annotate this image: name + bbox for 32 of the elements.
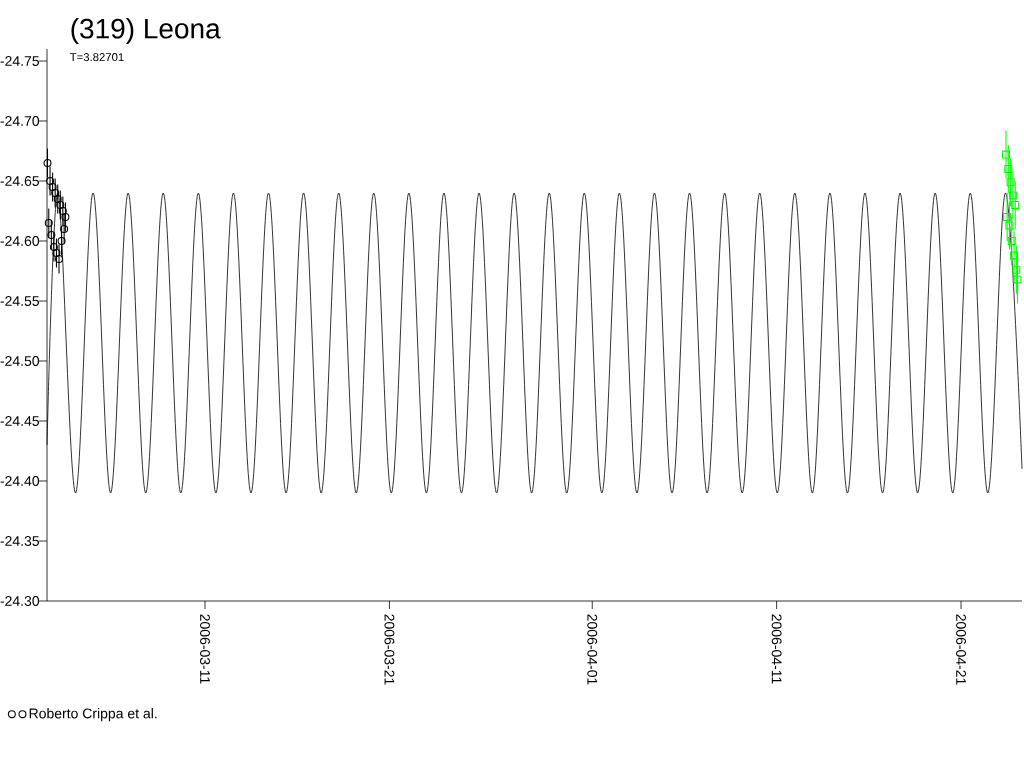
x-tick-label: 2006-03-21 — [384, 614, 395, 685]
x-tick-label: 2006-04-21 — [956, 614, 966, 685]
y-tick-label: -24.45 — [0, 416, 40, 426]
y-tick-label: -24.50 — [0, 356, 40, 366]
point — [1012, 265, 1021, 274]
y-tick-label: -24.30 — [0, 596, 40, 606]
point — [1013, 275, 1022, 284]
point — [55, 255, 64, 264]
chart-subtitle: T=3.82701 — [69, 53, 124, 62]
y-tick-label: -24.35 — [0, 536, 40, 546]
x-tick-label: 2006-03-11 — [200, 614, 210, 684]
legend-label: Roberto Crippa et al. — [29, 708, 157, 722]
chart-title: (319) Leona — [71, 18, 221, 45]
y-tick-label: -24.55 — [0, 296, 40, 306]
point — [1010, 251, 1019, 260]
point — [1003, 213, 1012, 222]
y-tick-label: -24.65 — [0, 176, 40, 186]
y-tick-label: -24.70 — [0, 116, 40, 126]
x-tick-label: 2006-04-11 — [771, 614, 782, 684]
y-tick-label: -24.40 — [0, 476, 40, 486]
point — [61, 213, 70, 222]
y-tick-label: -24.60 — [0, 236, 40, 246]
point — [1006, 178, 1015, 187]
point — [1004, 165, 1013, 174]
point — [1007, 237, 1016, 246]
y-tick-label: -24.75 — [0, 56, 40, 66]
point — [58, 207, 67, 216]
point — [1001, 150, 1010, 159]
point — [60, 225, 69, 234]
point — [43, 159, 52, 168]
x-tick-label: 2006-04-01 — [587, 614, 598, 685]
point — [1005, 221, 1014, 230]
